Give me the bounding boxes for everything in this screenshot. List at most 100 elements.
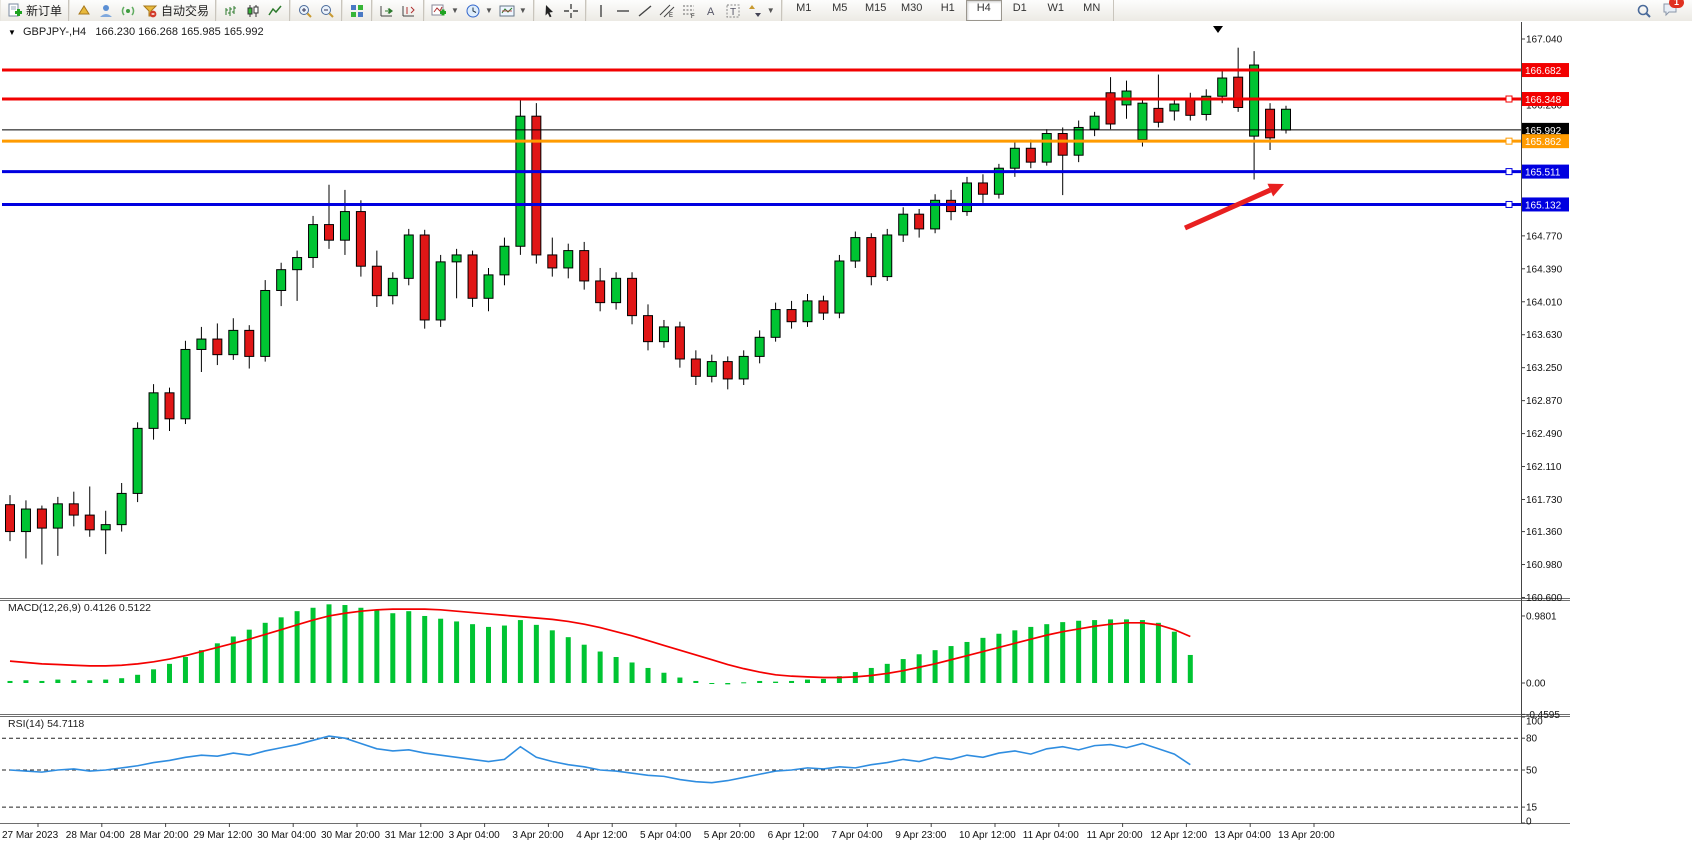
text-button[interactable]: A [700,1,722,20]
market-button[interactable] [73,1,95,20]
cursor-button[interactable] [538,1,560,20]
macd-histogram-bar [230,636,236,683]
time-tick-label: 3 Apr 04:00 [449,830,501,841]
candle-body [643,315,653,343]
chart-title-symbol: GBPJPY-,H4 [22,26,87,38]
zoom-in-button[interactable] [294,1,316,20]
rsi-tick-label: 50 [1526,766,1538,777]
timeframe-button-w1[interactable]: W1 [1047,2,1064,14]
svg-text:F: F [691,14,695,19]
search-icon[interactable] [1636,3,1652,19]
timeframe-button-m30[interactable]: M30 [901,2,923,14]
macd-histogram-bar [406,611,412,683]
candlestick-button[interactable] [242,1,264,20]
community-button[interactable] [95,1,117,20]
candle-body [1009,147,1020,169]
objects-group: ▼ ▼ ▼ [424,0,534,21]
candle-body [1281,108,1291,131]
macd-histogram-bar [1028,626,1034,683]
chart-shift-button[interactable] [398,1,420,20]
candle-body [1249,64,1260,137]
candle-body [1169,103,1180,112]
price-tick-label: 162.870 [1526,396,1563,407]
candle-body [1217,77,1228,97]
timeframe-button-mn[interactable]: MN [1083,2,1101,14]
new-order-label: 新订单 [26,4,63,18]
template-button[interactable]: ▼ [496,1,530,20]
rsi-tick-label: 0 [1526,817,1532,828]
candle-body [579,250,590,282]
macd-histogram-bar [422,615,428,683]
time-tick-label: 12 Apr 12:00 [1150,830,1207,841]
cursor-group [533,0,586,21]
collapse-triangle-icon[interactable]: ▼ [8,28,16,37]
arrow-annotation-head[interactable] [1267,183,1284,197]
vline-button[interactable] [590,1,612,20]
candle-body [196,338,207,350]
candle-body [1057,133,1068,156]
period-button[interactable]: ▼ [462,1,496,20]
macd-histogram-bar [1187,654,1193,683]
time-tick-label: 30 Mar 04:00 [257,830,316,841]
macd-histogram-bar [741,682,747,684]
zoom-out-button[interactable] [316,1,338,20]
signals-button[interactable] [117,1,139,20]
candle-body [515,115,526,247]
price-tick-label: 161.360 [1526,527,1563,538]
candle-body [834,260,845,314]
macd-histogram-bar [1171,631,1177,683]
candle-body [882,234,893,278]
macd-histogram-bar [151,669,157,683]
arrows-button[interactable]: ▼ [744,1,778,20]
notification-badge: 1 [1669,0,1684,8]
text-label-button[interactable]: T [722,1,744,20]
price-tick-label: 163.630 [1526,330,1563,341]
timeframe-button-m15[interactable]: M15 [865,2,887,14]
time-tick-label: 13 Apr 20:00 [1278,830,1335,841]
tile-windows-button[interactable] [346,1,368,20]
macd-histogram-bar [725,683,731,685]
hline-button[interactable] [612,1,634,20]
trendline-icon [638,4,652,17]
candle-body [627,277,638,317]
timeframe-button-d1[interactable]: D1 [1012,2,1027,14]
chart-shift-marker[interactable] [1213,26,1223,33]
candle-body [898,213,909,236]
macd-histogram-bar [486,626,491,683]
bar-chart-button[interactable] [220,1,242,20]
template-caret: ▼ [518,6,527,15]
trendline-button[interactable] [634,1,656,20]
period-caret: ▼ [484,6,493,15]
candle-body [770,309,781,338]
macd-histogram-bar [1044,624,1050,683]
notifications-button[interactable]: 1 [1662,0,1684,20]
new-order-button[interactable]: 新订单 [4,1,65,20]
timeframe-button-m1[interactable]: M1 [796,2,812,14]
timeframe-button-h1[interactable]: H1 [940,2,955,14]
candle-body [5,504,15,533]
price-level-label: 165.862 [1525,137,1562,148]
time-tick-label: 29 Mar 12:00 [193,830,252,841]
cursor-icon [545,4,553,17]
candle-body [164,392,175,420]
level-handle[interactable] [1505,95,1513,103]
auto-scroll-button[interactable] [376,1,398,20]
fibonacci-button[interactable]: F [678,1,700,20]
price-tick-label: 160.600 [1526,593,1563,604]
indicators-button[interactable]: ▼ [428,1,462,20]
arrow-annotation-line[interactable] [1183,187,1272,231]
channel-button[interactable]: E [656,1,678,20]
timeframe-button-m5[interactable]: M5 [832,2,848,14]
level-handle[interactable] [1505,168,1513,176]
timeframe-button-h4[interactable]: H4 [965,0,1002,21]
macd-histogram-bar [549,630,555,683]
level-handle[interactable] [1505,137,1513,145]
time-tick-label: 30 Mar 20:00 [321,830,380,841]
candle-body [403,234,414,279]
crosshair-button[interactable] [560,1,582,20]
time-tick-label: 27 Mar 2023 [2,830,59,841]
line-chart-button[interactable] [264,1,286,20]
auto-trading-button[interactable]: 自动交易 [139,1,212,20]
level-handle[interactable] [1505,200,1513,208]
macd-histogram-bar [517,620,523,683]
